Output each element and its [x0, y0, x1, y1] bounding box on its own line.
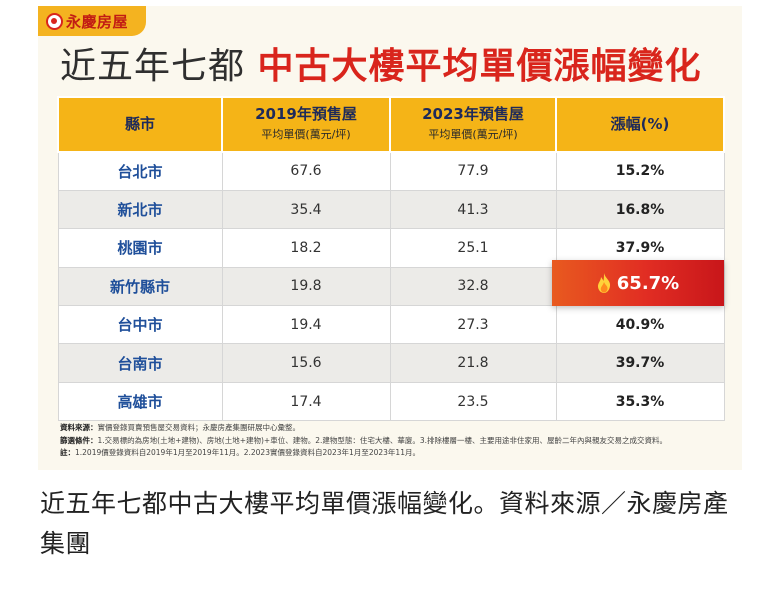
price-table: 縣市 2019年預售屋 平均單價(萬元/坪) 2023年預售屋 平均單價(萬元/… [57, 96, 725, 422]
table-row: 台南市 15.6 21.8 39.7% [57, 343, 725, 383]
cell-city: 台南市 [57, 343, 223, 383]
image-caption: 近五年七都中古大樓平均單價漲幅變化。資料來源／永慶房產集團 [40, 489, 729, 558]
infographic-title: 近五年七都 中古大樓平均單價漲幅變化 [60, 44, 701, 90]
header-2019: 2019年預售屋 平均單價(萬元/坪) [221, 96, 391, 153]
cell-city: 新北市 [57, 189, 223, 230]
cell-city: 台北市 [57, 151, 223, 191]
table-row: 新北市 35.4 41.3 16.8% [57, 189, 725, 230]
brand-name: 永慶房屋 [66, 12, 129, 31]
header-2023: 2023年預售屋 平均單價(萬元/坪) [389, 96, 557, 153]
header-city: 縣市 [57, 96, 223, 153]
table-row: 台中市 19.4 27.3 40.9% [57, 305, 725, 345]
cell-2023: 25.1 [389, 228, 557, 268]
cell-2019: 35.4 [221, 189, 391, 230]
table-row: 台北市 67.6 77.9 15.2% [57, 151, 725, 191]
note-remark: 註：1.2019價登錄資料自2019年1月至2019年11月。2.2023實價登… [60, 448, 420, 457]
cell-2023: 77.9 [389, 151, 557, 191]
cell-2019: 15.6 [221, 343, 391, 383]
cell-change: 39.7% [555, 343, 725, 383]
cell-change: 35.3% [555, 381, 725, 422]
cell-city: 桃園市 [57, 228, 223, 268]
cell-change: 15.2% [555, 151, 725, 191]
header-change: 漲幅(%) [555, 96, 725, 153]
header-2023-sub: 平均單價(萬元/坪) [428, 128, 518, 141]
cell-change: 40.9% [555, 305, 725, 345]
cell-city: 新竹縣市 [57, 266, 223, 307]
cell-2023: 21.8 [389, 343, 557, 383]
note-filter: 篩選條件：1.交易標的為房地(土地+建物)、房地(土地+建物)+車位、建物。2.… [60, 435, 668, 445]
cell-2019: 19.4 [221, 305, 391, 345]
cell-2019: 19.8 [221, 266, 391, 307]
title-main: 中古大樓平均單價漲幅變化 [257, 46, 702, 87]
cell-2023: 32.8 [389, 266, 557, 307]
header-2023-title: 2023年預售屋 [422, 105, 524, 123]
cell-2019: 67.6 [221, 151, 391, 191]
cell-city: 高雄市 [57, 381, 223, 422]
cell-change: 16.8% [555, 189, 725, 230]
cell-2023: 23.5 [389, 381, 557, 422]
infographic-image: 永慶房屋 近五年七都 中古大樓平均單價漲幅變化 縣市 2019年預售屋 平均單價… [38, 6, 742, 470]
cell-city: 台中市 [57, 305, 223, 345]
header-2019-title: 2019年預售屋 [255, 105, 357, 123]
brand-logo-icon [46, 12, 63, 30]
cell-2019: 17.4 [221, 381, 391, 422]
brand-logo: 永慶房屋 [38, 6, 146, 36]
table-row: 高雄市 17.4 23.5 35.3% [57, 381, 725, 422]
note-source: 資料來源：實價登錄買賣預售屋交易資料；永慶房產集團研展中心彙整。 [60, 423, 300, 432]
cell-2023: 27.3 [389, 305, 557, 345]
highlight-value: 65.7% [616, 272, 680, 294]
cell-2023: 41.3 [389, 189, 557, 230]
highlight-badge: 65.7% [552, 260, 724, 306]
header-2019-sub: 平均單價(萬元/坪) [261, 128, 351, 141]
flame-icon [597, 273, 611, 293]
table-header-row: 縣市 2019年預售屋 平均單價(萬元/坪) 2023年預售屋 平均單價(萬元/… [57, 96, 725, 153]
cell-2019: 18.2 [221, 228, 391, 268]
title-prefix: 近五年七都 [60, 46, 258, 87]
footnotes: 資料來源：實價登錄買賣預售屋交易資料；永慶房產集團研展中心彙整。 篩選條件：1.… [60, 422, 730, 460]
